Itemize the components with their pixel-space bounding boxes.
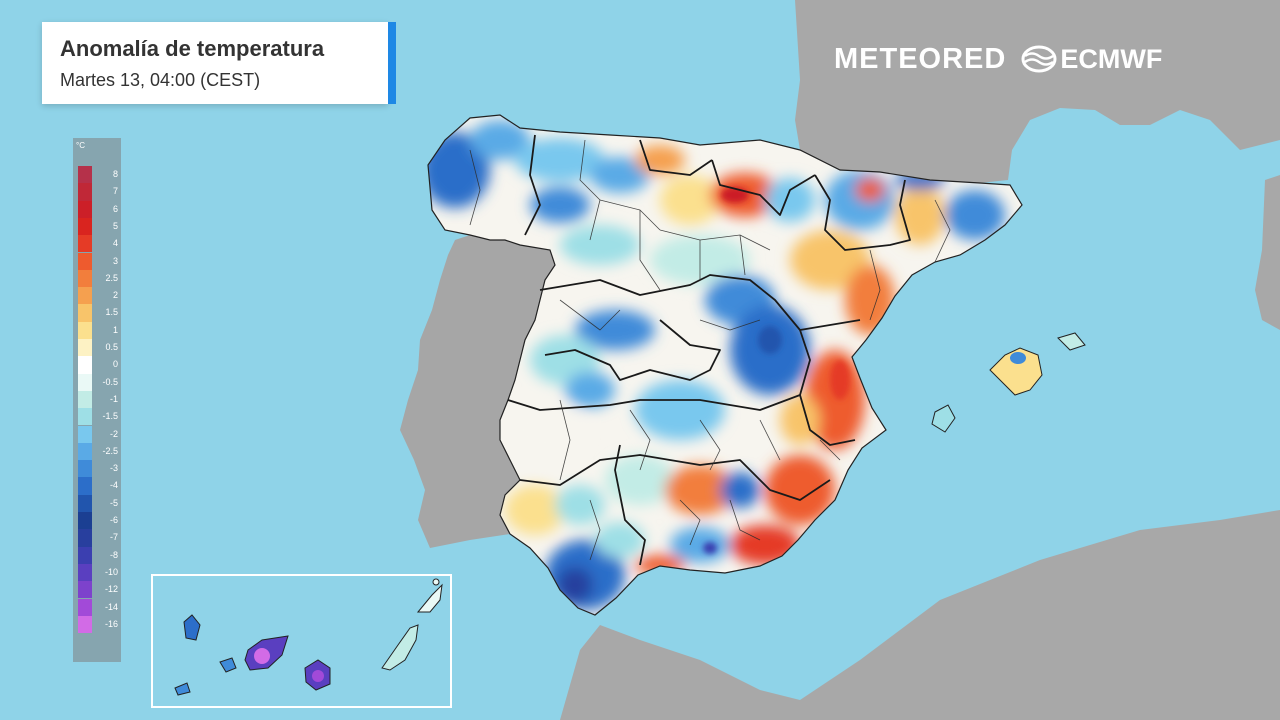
legend-label: -0.5 — [102, 376, 118, 387]
legend-swatch — [78, 183, 92, 201]
legend-swatch — [78, 235, 92, 253]
legend-label: -4 — [109, 480, 118, 491]
legend-unit: °C — [76, 141, 85, 150]
legend-label: 4 — [112, 238, 118, 249]
legend-swatch — [78, 546, 92, 564]
legend-label: -14 — [104, 601, 118, 612]
legend-label: 2.5 — [105, 272, 118, 283]
legend-label: -5 — [109, 497, 118, 508]
map-subtitle: Martes 13, 04:00 (CEST) — [60, 70, 261, 90]
legend-label: 5 — [112, 220, 118, 231]
legend-label: -1.5 — [102, 411, 118, 422]
legend-label: 1.5 — [105, 307, 118, 318]
legend-label: -3 — [109, 463, 118, 474]
legend-swatch — [78, 425, 92, 443]
legend-label: -12 — [104, 584, 118, 595]
brand-logos: METEORED ECMWF — [834, 40, 1162, 78]
legend-swatch — [78, 615, 92, 634]
legend-swatch — [78, 494, 92, 512]
legend-swatch — [78, 166, 92, 184]
legend-label: 0 — [112, 359, 118, 370]
ecmwf-wordmark: ECMWF — [1060, 43, 1163, 74]
legend-label: 0.5 — [105, 342, 118, 352]
legend-swatch — [78, 304, 92, 322]
legend-label: 3 — [112, 255, 118, 266]
canary-islands-inset — [151, 574, 452, 708]
legend-label: -2 — [109, 428, 118, 439]
legend-label: -2.5 — [102, 445, 118, 456]
color-scale-legend: °C 8 7 6 5 4 3 2.5 2 1.5 1 0.5 0 -0.5 -1 -1.5 -2 -2.5 -3 -… — [73, 138, 121, 662]
legend-swatch — [78, 408, 92, 426]
legend-label: -6 — [109, 515, 118, 525]
legend-label: -7 — [109, 532, 118, 543]
legend-swatch — [78, 581, 92, 599]
legend-swatch — [78, 200, 92, 218]
legend-swatch — [78, 217, 92, 236]
legend-label: -1 — [109, 393, 118, 404]
legend-label: 1 — [112, 324, 118, 335]
legend-label: 6 — [112, 203, 118, 214]
title-accent-bar — [388, 22, 396, 104]
ecmwf-emblem-icon — [1021, 45, 1057, 73]
legend-swatch — [78, 512, 92, 530]
legend-swatch — [78, 269, 92, 288]
legend-swatch — [78, 321, 92, 339]
map-title: Anomalía de temperatura — [60, 36, 325, 61]
legend-label: 8 — [112, 169, 118, 179]
legend-swatch — [78, 598, 92, 616]
legend-label: -8 — [109, 549, 118, 560]
legend-swatch — [78, 477, 92, 495]
meteored-logo: METEORED — [834, 42, 1007, 75]
legend-swatch — [78, 460, 92, 478]
legend-swatch — [78, 442, 92, 461]
legend-swatch — [78, 356, 92, 374]
legend-swatch — [78, 252, 92, 270]
legend-swatch — [78, 287, 92, 305]
legend-label: 7 — [112, 186, 118, 197]
legend-swatch — [78, 390, 92, 409]
ecmwf-logo: ECMWF — [1020, 44, 1162, 75]
title-card: Anomalía de temperatura Martes 13, 04:00… — [42, 22, 396, 104]
legend-swatch — [78, 529, 92, 547]
legend-swatch — [78, 373, 92, 391]
legend-swatch — [78, 339, 92, 357]
legend-label: 2 — [112, 290, 118, 301]
legend-label: -16 — [104, 618, 118, 629]
legend-swatch — [78, 563, 92, 582]
legend-label: -10 — [104, 566, 118, 577]
